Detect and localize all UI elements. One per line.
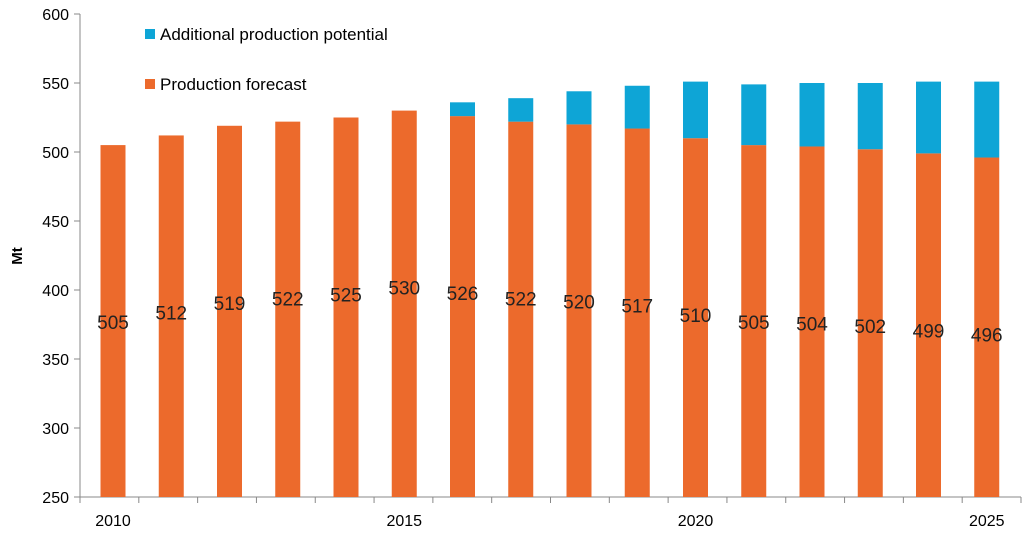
legend-label-forecast: Production forecast: [160, 75, 307, 94]
bar-production-forecast: [275, 121, 301, 497]
bar-production-forecast: [100, 145, 126, 497]
data-label: 517: [621, 297, 653, 318]
bar-production-forecast: [857, 149, 883, 498]
bar-production-forecast: [508, 121, 534, 497]
y-axis-label: Mt: [9, 247, 26, 265]
bar-production-forecast: [741, 145, 767, 497]
data-label: 519: [214, 294, 246, 315]
legend-label-additional: Additional production potential: [160, 25, 388, 44]
bar-additional-potential: [974, 81, 1000, 158]
bar-additional-potential: [566, 91, 592, 125]
legend-swatch-additional: [145, 29, 155, 39]
data-label: 530: [388, 279, 420, 300]
bar-production-forecast: [391, 110, 417, 497]
x-tick-label: 2015: [386, 513, 422, 530]
x-tick-label: 2025: [969, 513, 1005, 530]
x-axis: 2010 2015 2020 2025: [79, 496, 1022, 530]
data-labels: 505 512 519 522 525 530 526 522 520 517 510 505 504 5…: [97, 279, 1002, 347]
x-tick-label: 2020: [678, 513, 714, 530]
bar-additional-potential: [741, 84, 767, 146]
data-label: 525: [330, 286, 362, 307]
bar-production-forecast: [799, 146, 825, 498]
data-label: 510: [680, 306, 712, 327]
y-axis: 250 300 350 400 450 500 550 600: [42, 7, 81, 507]
y-tick-label: 300: [42, 421, 69, 438]
data-label: 499: [913, 321, 945, 342]
y-tick-label: 600: [42, 7, 69, 24]
bar-production-forecast: [916, 153, 941, 497]
bar-production-forecast: [624, 128, 650, 498]
y-tick-label: 350: [42, 352, 69, 369]
data-label: 520: [563, 292, 595, 313]
y-tick-label: 250: [42, 490, 69, 507]
bar-additional-potential: [508, 98, 534, 122]
data-label: 502: [854, 317, 886, 338]
data-label: 512: [155, 303, 187, 324]
bar-additional-potential: [450, 102, 475, 117]
data-label: 505: [738, 313, 770, 334]
legend-swatch-forecast: [145, 79, 155, 89]
y-tick-label: 400: [42, 283, 69, 300]
bar-additional-potential: [857, 83, 883, 150]
bar-additional-potential: [799, 83, 825, 147]
x-tick-label: 2010: [95, 513, 131, 530]
bar-production-forecast: [450, 116, 475, 498]
y-tick-label: 550: [42, 76, 69, 93]
legend: Additional production potential Producti…: [145, 25, 388, 94]
bar-additional-potential: [624, 85, 650, 129]
bar-production-forecast: [566, 124, 592, 498]
y-tick-label: 450: [42, 214, 69, 231]
data-label: 526: [447, 284, 479, 305]
bar-production-forecast: [217, 125, 242, 497]
bar-production-forecast: [158, 135, 184, 497]
bar-production-forecast: [974, 157, 1000, 497]
bar-production-forecast: [333, 117, 359, 497]
data-label: 496: [971, 326, 1003, 347]
bars: [100, 81, 1000, 498]
y-tick-label: 500: [42, 145, 69, 162]
data-label: 522: [505, 290, 537, 311]
bar-additional-potential: [683, 81, 708, 139]
data-label: 505: [97, 313, 129, 334]
bar-production-forecast: [683, 138, 708, 497]
data-label: 522: [272, 290, 304, 311]
bar-additional-potential: [916, 81, 941, 154]
data-label: 504: [796, 314, 828, 335]
